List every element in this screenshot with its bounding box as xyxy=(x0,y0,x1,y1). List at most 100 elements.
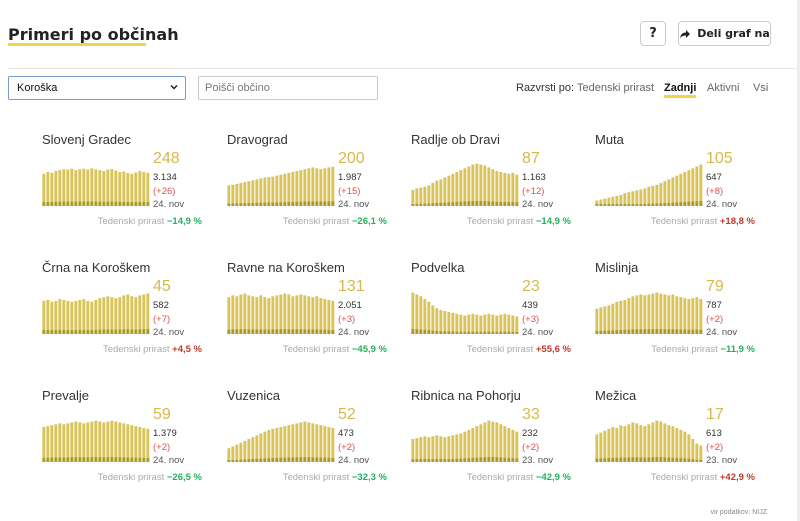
municipality-card[interactable]: Radlje ob Dravi 87 1.163 (+12) 24. nov T… xyxy=(411,132,591,242)
municipality-card[interactable]: Slovenj Gradec 248 3.134 (+26) 24. nov T… xyxy=(42,132,222,242)
chart-bar xyxy=(287,294,291,334)
chart-bar xyxy=(651,422,655,462)
cases-bar-chart xyxy=(411,420,519,462)
municipality-name: Podvelka xyxy=(411,260,465,275)
active-cases: 79 xyxy=(706,278,724,295)
chart-bar-base xyxy=(415,329,419,334)
chart-bar xyxy=(635,295,639,334)
chart-bar xyxy=(491,421,495,462)
chart-bar xyxy=(74,421,78,462)
chart-bar xyxy=(146,428,150,462)
chart-bar xyxy=(255,297,259,334)
chart-bar xyxy=(62,169,66,206)
share-button[interactable]: Deli graf na xyxy=(678,21,771,46)
sort-option-all[interactable]: Vsi xyxy=(753,82,769,94)
chart-bar-base xyxy=(663,329,667,334)
municipality-card[interactable]: Podvelka 23 439 (+3) 24. nov Tedenski pr… xyxy=(411,260,591,370)
chart-bar-base xyxy=(463,331,467,334)
chart-bar xyxy=(603,430,607,462)
chart-bar xyxy=(475,163,479,206)
municipality-card[interactable]: Dravograd 200 1.987 (+15) 24. nov Tedens… xyxy=(227,132,407,242)
chart-bar xyxy=(439,179,443,206)
municipality-search-input[interactable]: Poišči občino xyxy=(198,76,378,100)
chart-bar-base xyxy=(515,331,519,334)
chart-bar-base xyxy=(467,201,471,206)
chart-bar-base xyxy=(447,331,451,334)
chart-bar-base xyxy=(459,331,463,334)
scrollbar[interactable] xyxy=(797,0,800,521)
chart-bar-base xyxy=(138,201,142,206)
chart-bar-base xyxy=(455,201,459,206)
search-placeholder: Poišči občino xyxy=(205,82,270,94)
cases-bar-chart xyxy=(42,168,150,206)
municipality-card[interactable]: Mežica 17 613 (+2) 23. nov Tedenski prir… xyxy=(595,388,775,498)
municipality-card[interactable]: Črna na Koroškem 45 582 (+7) 24. nov Ted… xyxy=(42,260,222,370)
chart-bar-base xyxy=(46,329,50,334)
chart-bar-base xyxy=(291,329,295,334)
chart-bar xyxy=(451,435,455,462)
chart-bar xyxy=(98,298,102,334)
active-cases: 23 xyxy=(522,278,540,295)
sort-option-weekly[interactable]: Tedenski prirast xyxy=(577,82,655,94)
chart-bar xyxy=(74,170,78,206)
chart-bar-base xyxy=(327,201,331,206)
municipality-card[interactable]: Muta 105 647 (+8) 24. nov Tedenski prira… xyxy=(595,132,775,242)
chart-bar xyxy=(114,421,118,462)
chart-bar-base xyxy=(595,458,599,462)
municipality-card[interactable]: Prevalje 59 1.379 (+2) 24. nov Tedenski … xyxy=(42,388,222,498)
municipality-card[interactable]: Ravne na Koroškem 131 2.051 (+3) 24. nov… xyxy=(227,260,407,370)
sort-option-latest[interactable]: Zadnji xyxy=(664,82,697,98)
chart-bar xyxy=(263,177,267,206)
chart-bar xyxy=(267,177,271,206)
chart-bar-base xyxy=(487,201,491,206)
chart-bar-base xyxy=(611,330,615,334)
chart-bar xyxy=(255,435,259,462)
chart-bar xyxy=(643,188,647,206)
chart-bar xyxy=(106,421,110,462)
chart-bar xyxy=(435,180,439,206)
chart-bar-base xyxy=(323,201,327,206)
chart-bar-base xyxy=(495,457,499,462)
chart-bar xyxy=(411,292,415,334)
chart-bar xyxy=(102,171,106,206)
chart-bar-base xyxy=(323,329,327,334)
municipality-card[interactable]: Vuzenica 52 473 (+2) 24. nov Tedenski pr… xyxy=(227,388,407,498)
daily-change: (+3) xyxy=(338,314,356,325)
sort-option-active[interactable]: Aktivni xyxy=(707,82,740,94)
active-cases: 52 xyxy=(338,406,356,423)
municipality-card[interactable]: Ribnica na Pohorju 33 232 (+2) 23. nov T… xyxy=(411,388,591,498)
chart-bar-base xyxy=(495,201,499,206)
chart-bar xyxy=(427,437,431,462)
chart-bar-base xyxy=(423,329,427,334)
chart-bar xyxy=(319,425,323,462)
region-select[interactable]: Koroška xyxy=(8,76,186,100)
weekly-trend: Tedenski prirast −26,1 % xyxy=(283,216,387,227)
municipality-name: Slovenj Gradec xyxy=(42,132,131,147)
chart-bar xyxy=(655,292,659,334)
chart-bar-base xyxy=(475,331,479,334)
chart-bar xyxy=(683,171,687,206)
chart-bar-base xyxy=(307,329,311,334)
chart-bar xyxy=(102,297,106,334)
chart-bar-base xyxy=(251,202,255,206)
chart-bar-base xyxy=(463,201,467,206)
help-button[interactable]: ? xyxy=(640,21,666,46)
municipality-card[interactable]: Mislinja 79 787 (+2) 24. nov Tedenski pr… xyxy=(595,260,775,370)
chart-bar-base xyxy=(235,329,239,334)
chart-bar-base xyxy=(86,201,90,206)
total-cases: 647 xyxy=(706,172,722,183)
chart-bar-base xyxy=(54,330,58,334)
cases-bar-chart xyxy=(595,420,703,462)
chart-bar xyxy=(455,171,459,206)
chart-bar-base xyxy=(114,201,118,206)
chart-bar-base xyxy=(130,457,134,462)
chart-bar xyxy=(130,296,134,334)
chart-bar-base xyxy=(46,457,50,462)
total-cases: 2.051 xyxy=(338,300,362,311)
chart-bar-base xyxy=(271,202,275,206)
chart-bar xyxy=(595,200,599,206)
chart-bar xyxy=(671,177,675,206)
chart-bar xyxy=(319,298,323,334)
chart-bar xyxy=(639,294,643,334)
chart-bar xyxy=(631,191,635,206)
